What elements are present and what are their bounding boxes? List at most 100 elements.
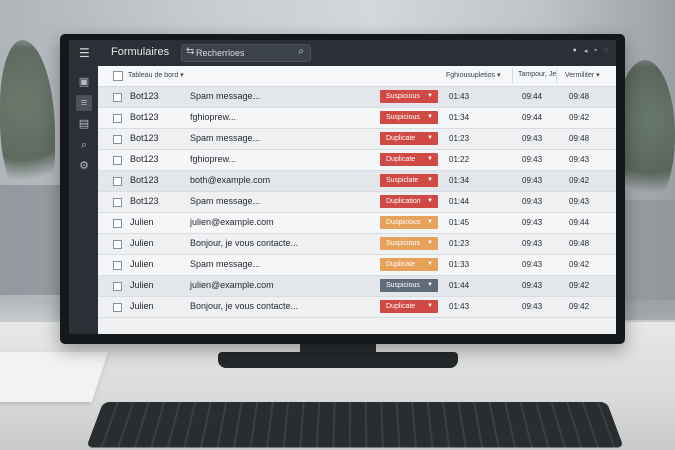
table-row[interactable]: Bot123 Spam message... Duplication ▼ 01:44 09…: [98, 192, 616, 213]
header-divider: [556, 68, 557, 84]
search-icon[interactable]: ⌕: [298, 46, 304, 57]
keyboard: [86, 402, 623, 447]
sidebar: ▣ ≡ ▤ ⌕ ⚙: [69, 66, 98, 334]
table-row[interactable]: Bot123 Spam message... Suspicious ▼ 01:43 09:…: [98, 87, 616, 108]
chevron-down-icon: ▼: [427, 300, 433, 313]
header-col-c[interactable]: Vermiliter ▾: [565, 71, 600, 79]
row-checkbox[interactable]: [113, 303, 122, 312]
sender-name: Julien: [130, 217, 154, 227]
time-cell: 01:43: [449, 92, 469, 101]
time-cell: 09:43: [522, 155, 542, 164]
message-subject: Spam message...: [190, 133, 260, 143]
message-subject: Spam message...: [190, 196, 260, 206]
message-subject: fghioprew...: [190, 154, 236, 164]
time-cell: 09:42: [569, 113, 589, 122]
list-icon[interactable]: ≡: [76, 95, 92, 111]
user-icon[interactable]: ▪: [594, 47, 596, 55]
time-cell: 01:44: [449, 197, 469, 206]
chevron-down-icon: ▼: [427, 111, 433, 124]
time-cell: 01:23: [449, 134, 469, 143]
status-dropdown[interactable]: Suspicious ▼: [380, 237, 438, 250]
time-cell: 09:42: [569, 281, 589, 290]
status-label: Duplicate: [386, 258, 415, 271]
time-cell: 01:22: [449, 155, 469, 164]
sender-name: Bot123: [130, 133, 159, 143]
search-input[interactable]: [196, 45, 294, 61]
row-checkbox[interactable]: [113, 135, 122, 144]
hamburger-icon[interactable]: ☰: [79, 46, 93, 60]
status-dropdown[interactable]: Duplicate ▼: [380, 300, 438, 313]
row-checkbox[interactable]: [113, 93, 122, 102]
top-icons: ● ◂ ▪ ◌: [573, 47, 608, 55]
status-label: Duplicate: [386, 132, 415, 145]
time-cell: 09:44: [522, 92, 542, 101]
header-divider: [512, 68, 513, 84]
gear-icon[interactable]: ⚙: [76, 158, 92, 174]
time-cell: 09:42: [569, 176, 589, 185]
message-subject: Spam message...: [190, 91, 260, 101]
message-subject: julien@example.com: [190, 217, 274, 227]
status-label: Duspicious: [386, 216, 420, 229]
table-row[interactable]: Julien Bonjour, je vous contacte... Suspic…: [98, 234, 616, 255]
inbox-icon[interactable]: ▣: [76, 74, 92, 90]
row-checkbox[interactable]: [113, 156, 122, 165]
chevron-down-icon: ▼: [427, 279, 433, 292]
header-col-b[interactable]: Tampour, Je: [518, 71, 556, 78]
time-cell: 09:48: [569, 239, 589, 248]
monitor-stand-base: [218, 352, 458, 368]
sender-name: Julien: [130, 238, 154, 248]
status-dropdown[interactable]: Duplication ▼: [380, 195, 438, 208]
search-icon[interactable]: ⌕: [76, 137, 92, 153]
time-cell: 09:43: [569, 155, 589, 164]
bell-icon[interactable]: ◂: [584, 47, 588, 55]
time-cell: 09:43: [522, 218, 542, 227]
message-subject: both@example.com: [190, 175, 270, 185]
status-dropdown[interactable]: Suspiclate ▼: [380, 174, 438, 187]
time-cell: 09:43: [569, 197, 589, 206]
settings-icon[interactable]: ●: [573, 47, 577, 55]
table-row[interactable]: Julien Bonjour, je vous contacte... Duplic…: [98, 297, 616, 318]
row-checkbox[interactable]: [113, 240, 122, 249]
row-checkbox[interactable]: [113, 282, 122, 291]
row-checkbox[interactable]: [113, 114, 122, 123]
row-checkbox[interactable]: [113, 177, 122, 186]
sender-name: Julien: [130, 280, 154, 290]
header-col-a[interactable]: Fghiousupletios ▾: [446, 71, 501, 79]
status-dropdown[interactable]: Duplicate ▼: [380, 258, 438, 271]
chevron-down-icon: ▼: [427, 237, 433, 250]
sender-name: Bot123: [130, 112, 159, 122]
row-checkbox[interactable]: [113, 198, 122, 207]
row-checkbox[interactable]: [113, 219, 122, 228]
select-all-checkbox[interactable]: [113, 71, 123, 81]
time-cell: 01:33: [449, 260, 469, 269]
time-cell: 09:48: [569, 134, 589, 143]
screen: ☰ Formulaires ⇆ ⌕ ● ◂ ▪ ◌ ▣ ≡ ▤ ⌕ ⚙: [69, 40, 616, 334]
table-row[interactable]: Julien Spam message... Duplicate ▼ 01:33 09:4…: [98, 255, 616, 276]
table-row[interactable]: Julien julien@example.com Duspicious ▼ 01:45…: [98, 213, 616, 234]
chevron-down-icon: ▼: [427, 216, 433, 229]
status-label: Suspicious: [386, 111, 420, 124]
time-cell: 09:42: [569, 260, 589, 269]
time-cell: 01:44: [449, 281, 469, 290]
header-dashboard[interactable]: Tableau de bord ▾: [128, 71, 184, 79]
time-cell: 09:44: [569, 218, 589, 227]
time-cell: 09:43: [522, 260, 542, 269]
status-dropdown[interactable]: Duplicate ▼: [380, 153, 438, 166]
table-row[interactable]: Julien julien@example.com Suspicious ▼ 01:44…: [98, 276, 616, 297]
status-dropdown[interactable]: Duspicious ▼: [380, 216, 438, 229]
sender-name: Bot123: [130, 91, 159, 101]
table-row[interactable]: Bot123 fghioprew... Suspicious ▼ 01:34 09:44 0…: [98, 108, 616, 129]
table-row[interactable]: Bot123 Spam message... Duplicate ▼ 01:23 09:4…: [98, 129, 616, 150]
status-dropdown[interactable]: Suspicious ▼: [380, 111, 438, 124]
table-row[interactable]: Bot123 both@example.com Suspiclate ▼ 01:34 09…: [98, 171, 616, 192]
document-icon[interactable]: ▤: [76, 116, 92, 132]
status-dropdown[interactable]: Duplicate ▼: [380, 132, 438, 145]
more-icon[interactable]: ◌: [604, 47, 608, 55]
search-box[interactable]: ⇆ ⌕: [181, 44, 311, 62]
row-checkbox[interactable]: [113, 261, 122, 270]
sender-name: Bot123: [130, 196, 159, 206]
chevron-down-icon: ▼: [427, 195, 433, 208]
table-row[interactable]: Bot123 fghioprew... Duplicate ▼ 01:22 09:43 09…: [98, 150, 616, 171]
status-dropdown[interactable]: Suspicious ▼: [380, 90, 438, 103]
status-dropdown[interactable]: Suspicious ▼: [380, 279, 438, 292]
